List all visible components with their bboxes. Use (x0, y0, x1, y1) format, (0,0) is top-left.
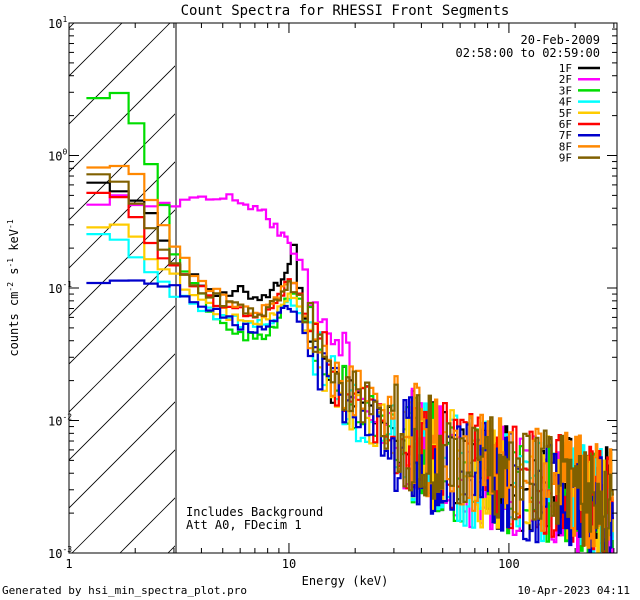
legend-label-9F: 9F (559, 152, 572, 165)
y-minor-ticks (69, 28, 617, 514)
y-tick-label: 10-1 (48, 280, 72, 296)
y-label-exp: -1 (6, 258, 15, 268)
y-tick-base: 10 (48, 282, 62, 296)
annotation-attenuator: Att A0, FDecim 1 (186, 518, 302, 532)
annotation-background: Includes Background (186, 505, 323, 519)
footer-timestamp: 10-Apr-2023 04:11 (517, 584, 630, 597)
y-label-exp: -2 (6, 282, 15, 292)
y-label-part: counts cm (7, 292, 21, 357)
footer-generated-by: Generated by hsi_min_spectra_plot.pro (2, 584, 247, 597)
hatch-line (69, 113, 175, 221)
legend-label-1F: 1F (559, 62, 572, 75)
y-tick-base: 10 (48, 547, 62, 561)
series-9F-line (86, 173, 614, 553)
x-axis-ticks: 1 10 100 (65, 23, 520, 571)
y-tick-exponent: -3 (62, 545, 72, 554)
time-range-label: 02:58:00 to 02:59:00 (456, 46, 601, 60)
x-tick-label: 10 (282, 557, 296, 571)
series-8F-line (86, 164, 614, 549)
y-tick-label: 10-2 (48, 413, 72, 429)
y-axis-label: counts cm-2 s-1 keV-1 (6, 219, 21, 356)
hatch-line (69, 401, 175, 509)
hatch-line (69, 257, 175, 365)
x-tick-label: 1 (65, 557, 72, 571)
legend-label-8F: 8F (559, 140, 572, 153)
hatch-line (69, 65, 175, 173)
y-tick-label: 101 (48, 15, 67, 31)
hatch-line (71, 449, 175, 553)
y-tick-exponent: -1 (62, 280, 72, 289)
legend-label-2F: 2F (559, 73, 572, 86)
y-label-part: keV (7, 229, 21, 258)
y-label-exp: -1 (6, 219, 15, 229)
y-tick-label: 100 (48, 148, 67, 164)
y-tick-exponent: 1 (62, 15, 67, 24)
legend-label-6F: 6F (559, 118, 572, 131)
hatch-line (69, 209, 175, 317)
hatch-line (69, 23, 171, 125)
y-tick-label: 10-3 (48, 545, 72, 561)
x-minor-ticks (134, 23, 615, 553)
y-tick-base: 10 (48, 17, 62, 31)
x-axis-label: Energy (keV) (302, 574, 389, 588)
y-label-part: s (7, 268, 21, 282)
y-tick-exponent: -2 (62, 413, 72, 422)
legend-label-3F: 3F (559, 84, 572, 97)
x-tick-label: 100 (498, 557, 520, 571)
series-lines (86, 91, 614, 553)
y-tick-base: 10 (48, 415, 62, 429)
legend-label-7F: 7F (559, 129, 572, 142)
date-label: 20-Feb-2009 (521, 33, 600, 47)
legend-label-4F: 4F (559, 96, 572, 109)
chart-title: Count Spectra for RHESSI Front Segments (181, 3, 510, 19)
y-tick-base: 10 (48, 150, 62, 164)
legend-label-5F: 5F (559, 107, 572, 120)
y-tick-exponent: 0 (62, 148, 67, 157)
